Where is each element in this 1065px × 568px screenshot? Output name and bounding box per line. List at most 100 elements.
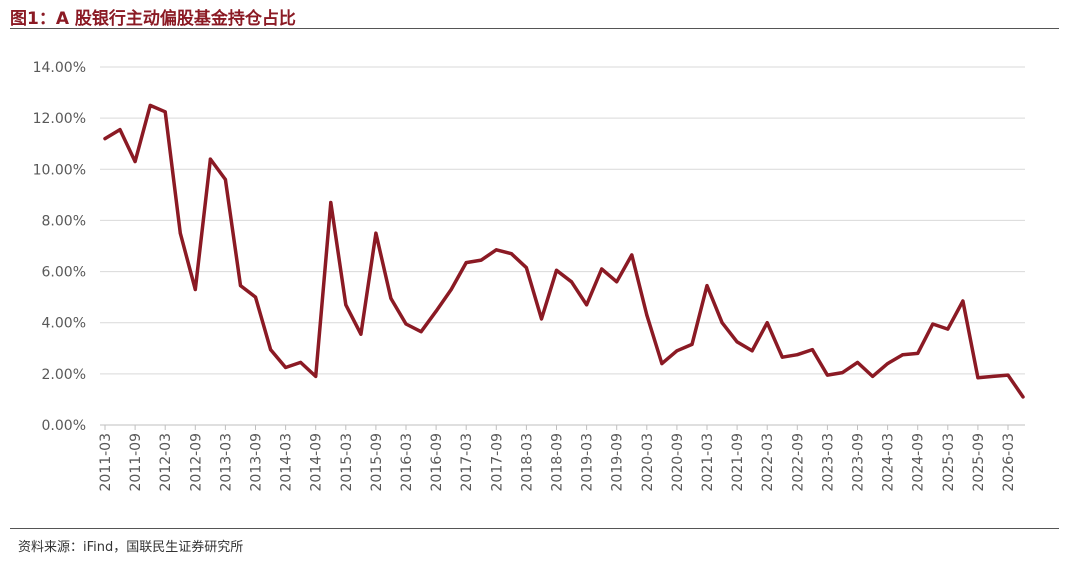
- data-point: [810, 348, 814, 352]
- data-point: [780, 355, 784, 359]
- data-point: [419, 330, 423, 334]
- data-point: [163, 110, 167, 114]
- data-point: [223, 178, 227, 182]
- y-tick-label: 0.00%: [42, 418, 86, 434]
- data-point: [961, 299, 965, 303]
- data-point: [931, 322, 935, 326]
- x-tick-label: 2018-03: [519, 433, 535, 492]
- x-tick-label: 2022-09: [790, 433, 806, 492]
- data-point: [193, 287, 197, 291]
- x-tick-label: 2013-09: [249, 433, 265, 492]
- data-point: [254, 295, 257, 299]
- data-point: [825, 373, 829, 377]
- data-point: [269, 348, 273, 352]
- y-tick-label: 6.00%: [42, 265, 86, 281]
- data-point: [901, 353, 905, 357]
- data-point: [720, 321, 724, 325]
- data-point: [178, 231, 182, 235]
- data-point: [494, 248, 498, 252]
- x-tick-label: 2013-03: [218, 433, 234, 492]
- data-point: [118, 128, 122, 132]
- data-point: [133, 160, 137, 164]
- data-point: [675, 349, 679, 353]
- data-point: [404, 322, 408, 326]
- data-point: [359, 332, 363, 336]
- data-point: [103, 137, 107, 141]
- x-tick-label: 2015-09: [369, 433, 385, 492]
- x-tick-label: 2024-03: [881, 433, 897, 492]
- data-point: [585, 303, 589, 307]
- data-point: [976, 376, 980, 380]
- data-point: [329, 201, 333, 205]
- footer-rule: [10, 528, 1059, 529]
- x-tick-label: 2017-03: [459, 433, 475, 492]
- x-tick-label: 2012-03: [158, 433, 174, 492]
- x-tick-label: 2017-09: [489, 433, 505, 492]
- data-point: [705, 284, 709, 288]
- data-point: [645, 313, 649, 317]
- x-tick-label: 2026-03: [1001, 433, 1017, 492]
- data-point: [148, 103, 152, 107]
- x-tick-label: 2024-09: [911, 433, 927, 492]
- data-point: [434, 309, 438, 313]
- x-tick-label: 2016-03: [399, 433, 415, 492]
- source-note: 资料来源：iFind，国联民生证券研究所: [18, 540, 244, 555]
- data-point: [795, 353, 799, 357]
- y-tick-label: 10.00%: [33, 162, 86, 178]
- data-point: [690, 342, 694, 346]
- data-point: [600, 267, 604, 271]
- x-tick-label: 2021-09: [730, 433, 746, 492]
- x-tick-label: 2011-09: [128, 433, 144, 492]
- y-tick-label: 12.00%: [33, 111, 86, 127]
- title-rule: [10, 28, 1059, 29]
- data-point: [615, 280, 619, 284]
- data-point: [570, 280, 574, 284]
- x-tick-label: 2020-03: [640, 433, 656, 492]
- page-title: 图1：A 股银行主动偏股基金持仓占比: [10, 9, 296, 29]
- x-tick-label: 2016-09: [429, 433, 445, 492]
- data-point: [208, 157, 212, 161]
- data-point: [750, 349, 754, 353]
- x-tick-label: 2015-03: [339, 433, 355, 492]
- y-tick-label: 2.00%: [42, 367, 86, 383]
- x-tick-label: 2014-03: [279, 433, 295, 492]
- x-tick-label: 2012-09: [188, 433, 204, 492]
- x-tick-label: 2025-09: [971, 433, 987, 492]
- data-point: [991, 374, 995, 378]
- x-tick-label: 2019-09: [610, 433, 626, 492]
- x-tick-label: 2023-09: [851, 433, 867, 492]
- data-point: [840, 371, 844, 375]
- x-tick-label: 2023-03: [820, 433, 836, 492]
- x-tick-label: 2021-03: [700, 433, 716, 492]
- x-tick-label: 2022-03: [760, 433, 776, 492]
- data-point: [886, 362, 890, 366]
- data-point: [524, 266, 528, 270]
- data-point: [1006, 373, 1010, 377]
- data-point: [735, 340, 739, 344]
- x-tick-label: 2020-09: [670, 433, 686, 492]
- data-point: [284, 365, 288, 369]
- x-tick-label: 2025-03: [941, 433, 957, 492]
- data-point: [871, 374, 875, 378]
- data-point: [464, 261, 468, 265]
- data-point: [660, 362, 664, 366]
- data-point: [630, 253, 634, 257]
- data-point: [344, 303, 348, 307]
- data-point: [509, 252, 513, 256]
- data-point: [374, 231, 378, 235]
- data-point: [389, 296, 393, 300]
- x-tick-label: 2018-09: [550, 433, 566, 492]
- data-point: [314, 374, 318, 378]
- data-point: [555, 268, 558, 272]
- data-point: [539, 317, 543, 321]
- x-tick-label: 2014-09: [309, 433, 325, 492]
- data-point: [765, 321, 769, 325]
- y-tick-label: 8.00%: [42, 213, 86, 229]
- x-tick-label: 2019-03: [580, 433, 596, 492]
- data-point: [946, 327, 950, 331]
- series-line: [103, 103, 1025, 399]
- data-point: [479, 258, 483, 262]
- line-chart: 0.00% 2.00% 4.00% 6.00% 8.00% 10.00% 12.00% 14.…: [33, 60, 1025, 492]
- y-tick-label: 14.00%: [33, 60, 86, 76]
- x-tick-label: 2011-03: [98, 433, 114, 492]
